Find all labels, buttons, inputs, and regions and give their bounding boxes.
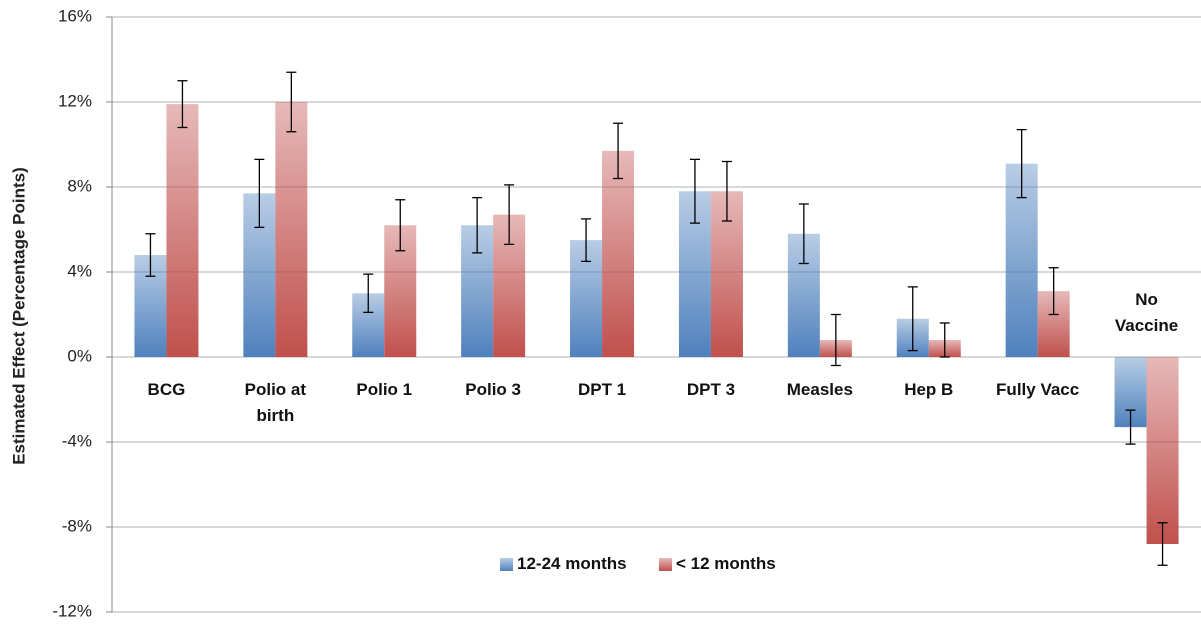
x-tick-label: Fully Vacc (996, 380, 1080, 399)
error-bar (286, 71, 297, 133)
error-bar (907, 286, 918, 352)
legend-label: 12-24 months (517, 554, 627, 573)
legend-swatch (659, 557, 672, 571)
y-tick-label: 4% (67, 261, 92, 280)
y-tick-label: -12% (52, 601, 92, 620)
legend-label: < 12 months (676, 554, 776, 573)
legend-item: 12-24 months (500, 554, 627, 574)
y-tick-label: 0% (67, 346, 92, 365)
x-tick-label: BCG (147, 380, 186, 399)
y-axis-label: Estimated Effect (Percentage Points) (9, 167, 28, 465)
bar (166, 104, 199, 357)
y-tick-label: 8% (67, 176, 92, 195)
error-bar (721, 160, 732, 222)
error-bar (581, 218, 592, 263)
error-bar (830, 313, 841, 367)
error-bar (395, 199, 406, 252)
y-tick-label: 12% (58, 91, 92, 110)
bar (1146, 357, 1179, 544)
y-tick-label: -8% (62, 516, 92, 535)
error-bar (1125, 409, 1136, 445)
error-bar (504, 184, 515, 246)
y-tick-label: 16% (58, 6, 92, 25)
x-tick-label: Polio 1 (356, 380, 413, 399)
error-bar (939, 322, 950, 358)
error-bar (613, 122, 624, 180)
x-tick-label: Hep B (904, 380, 954, 399)
error-bar (254, 158, 265, 229)
x-tick-label: No Vaccine (1114, 290, 1179, 335)
error-bar (1016, 128, 1027, 199)
legend-swatch (500, 557, 513, 571)
x-tick-label: DPT 1 (577, 380, 627, 399)
error-bar (145, 233, 156, 277)
x-tick-label: Measles (786, 380, 853, 399)
y-tick-label: -4% (62, 431, 92, 450)
error-bar (1048, 267, 1059, 316)
error-bar (689, 158, 700, 224)
error-bar (1157, 522, 1168, 566)
bar (602, 150, 635, 357)
error-bar (177, 80, 188, 129)
error-bar (798, 203, 809, 265)
bar (275, 102, 308, 357)
x-tick-label: Polio 3 (465, 380, 521, 399)
x-tick-label: DPT 3 (686, 380, 736, 399)
x-tick-label: Polio at birth (244, 380, 307, 425)
error-bar (472, 196, 483, 254)
error-bar (363, 273, 374, 314)
legend-item: < 12 months (659, 554, 776, 574)
